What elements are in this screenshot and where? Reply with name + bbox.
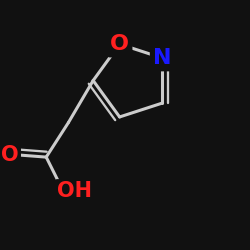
Text: OH: OH [57, 181, 92, 201]
Text: O: O [110, 34, 129, 54]
Text: O: O [1, 145, 18, 165]
Text: N: N [153, 48, 172, 68]
